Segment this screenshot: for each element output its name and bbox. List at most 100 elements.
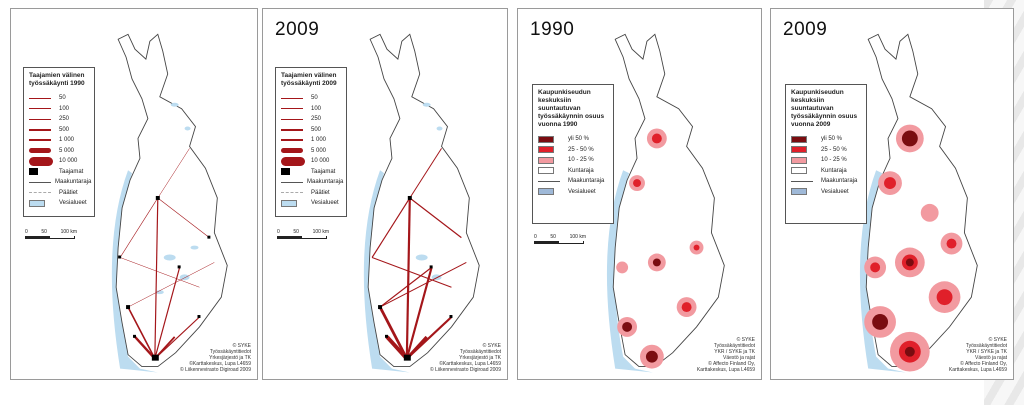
legend-class-high: yli 50 % <box>791 134 861 145</box>
legend-label: Vesialueet <box>821 188 849 195</box>
legend-region-border: Maakuntaraja <box>538 176 608 187</box>
legend-flow-250: 250 <box>281 114 341 125</box>
credit-line: Työssäkäyntitiedot <box>459 349 501 355</box>
credit-line: © SYKE <box>232 343 251 349</box>
credit-line: © Liikennevirasto Digiroad 2009 <box>430 367 501 373</box>
legend-class-low: 10 - 25 % <box>538 155 608 166</box>
legend-label: Maakuntaraja <box>307 179 344 186</box>
commuting-flows <box>371 148 467 360</box>
legend-label: 5 000 <box>59 147 75 154</box>
legend-label: 1 000 <box>311 137 327 144</box>
legend: Kaupunkiseudun keskuksiin suuntautuvan t… <box>785 84 867 224</box>
legend-label: yli 50 % <box>568 136 590 143</box>
legend-municipality-border: Kuntaraja <box>791 166 861 177</box>
scale-label: 100 km <box>312 229 329 235</box>
scale-label: 50 <box>293 229 299 235</box>
legend-label: Päätiet <box>59 189 78 196</box>
map-panel-flows-1990: Taajamien välinen työssäkäynti 1990 50 1… <box>10 8 258 380</box>
legend-flow-1000: 1 000 <box>281 135 341 146</box>
map-year: 2009 <box>275 19 320 40</box>
legend-label: 10 000 <box>59 158 78 165</box>
legend-class-mid: 25 - 50 % <box>538 145 608 156</box>
legend-main-roads: Päätiet <box>281 188 341 199</box>
legend-flow-500: 500 <box>281 125 341 136</box>
credit-line: Väestö ja rajat <box>723 355 755 361</box>
credit-line: Työssäkäyntitiedot <box>209 349 251 355</box>
legend-water: Vesialueet <box>29 198 89 209</box>
scale-bar: 0 50 100 km <box>534 234 586 244</box>
credit-line: YKR / SYKE ja TK <box>966 349 1007 355</box>
legend-label: Vesialueet <box>311 200 339 207</box>
credit-line: Yrkesjärjestö ja TK <box>459 355 501 361</box>
finland-outline <box>111 33 228 373</box>
legend-flow-50: 50 <box>29 93 89 104</box>
legend: Kaupunkiseudun keskuksiin suuntautuvan t… <box>532 84 614 224</box>
lakes <box>155 102 199 295</box>
scale-bar: 0 50 100 km <box>25 229 77 239</box>
map-year: 1990 <box>530 19 575 40</box>
legend-label: 5 000 <box>311 147 327 154</box>
legend-flow-250: 250 <box>29 114 89 125</box>
scale-label: 0 <box>277 229 280 235</box>
legend-label: Kuntaraja <box>568 167 594 174</box>
credit-line: © SYKE <box>482 343 501 349</box>
legend-label: Taajamat <box>59 168 84 175</box>
legend-region-border: Maakuntaraja <box>791 176 861 187</box>
credit-line: © SYKE <box>736 337 755 343</box>
legend-class-high: yli 50 % <box>538 134 608 145</box>
legend-municipality-border: Kuntaraja <box>538 166 608 177</box>
legend-label: 250 <box>311 116 322 123</box>
scale-label: 50 <box>41 229 47 235</box>
legend-region-border: Maakuntaraja <box>281 177 344 188</box>
legend-water: Vesialueet <box>281 198 341 209</box>
legend-title: Kaupunkiseudun keskuksiin suuntautuvan t… <box>791 89 858 128</box>
scale-label: 0 <box>534 234 537 240</box>
legend-class-low: 10 - 25 % <box>791 155 861 166</box>
finland-land <box>612 33 725 368</box>
legend-flow-5000: 5 000 <box>29 146 89 157</box>
legend-label: 250 <box>59 116 70 123</box>
legend-title: Kaupunkiseudun keskuksiin suuntautuvan t… <box>538 89 605 128</box>
legend-label: 10 - 25 % <box>568 157 594 164</box>
legend-label: Maakuntaraja <box>821 178 858 185</box>
urban-areas <box>378 195 453 361</box>
urban-areas <box>118 195 211 361</box>
legend-urban-area: Taajamat <box>29 167 89 178</box>
finland-flow-map <box>111 33 228 373</box>
legend-flow-100: 100 <box>29 104 89 115</box>
map-panel-flows-2009: 2009 Taajamien välinen työssäkäynti 2009… <box>262 8 508 380</box>
credit-line: Työssäkäyntitiedot <box>713 343 755 349</box>
finland-land <box>367 33 480 368</box>
legend-label: Maakuntaraja <box>55 179 92 186</box>
legend-label: yli 50 % <box>821 136 843 143</box>
legend-flow-5000: 5 000 <box>281 146 341 157</box>
legend-label: 100 <box>59 105 70 112</box>
credit-line: Väestö ja rajat <box>975 355 1007 361</box>
credit-line: Yrkesjärjestö ja TK <box>209 355 251 361</box>
legend-label: 50 <box>311 95 318 102</box>
scale-label: 0 <box>25 229 28 235</box>
legend-label: Maakuntaraja <box>568 178 605 185</box>
legend-title: Taajamien välinen työssäkäynti 2009 <box>281 72 337 87</box>
legend-flow-1000: 1 000 <box>29 135 89 146</box>
credits: © SYKE Työssäkäyntitiedot YKR / SYKE ja … <box>949 337 1007 373</box>
legend-label: Päätiet <box>311 189 330 196</box>
legend-flow-50: 50 <box>281 93 341 104</box>
credit-line: Karttakeskus, Lupa L4659 <box>696 367 755 373</box>
legend-class-mid: 25 - 50 % <box>791 145 861 156</box>
legend-main-roads: Päätiet <box>29 188 89 199</box>
legend-label: 25 - 50 % <box>821 146 847 153</box>
legend: Taajamien välinen työssäkäynti 1990 50 1… <box>23 67 95 217</box>
legend-flow-10000: 10 000 <box>29 156 89 167</box>
map-panel-share-1990: 1990 Kaupunkiseudun keskuksiin suuntautu… <box>517 8 762 380</box>
credit-line: YKR / SYKE ja TK <box>714 349 755 355</box>
legend-label: Vesialueet <box>59 200 87 207</box>
credit-line: Karttakeskus, Lupa L4659 <box>948 367 1007 373</box>
scale-label: 100 km <box>60 229 77 235</box>
legend-label: Vesialueet <box>568 188 596 195</box>
legend-label: 1 000 <box>59 137 75 144</box>
legend-label: Taajamat <box>311 168 336 175</box>
finland-share-map <box>859 33 978 373</box>
credit-line: © Liikennevirasto Digiroad 2009 <box>180 367 251 373</box>
legend-flow-500: 500 <box>29 125 89 136</box>
